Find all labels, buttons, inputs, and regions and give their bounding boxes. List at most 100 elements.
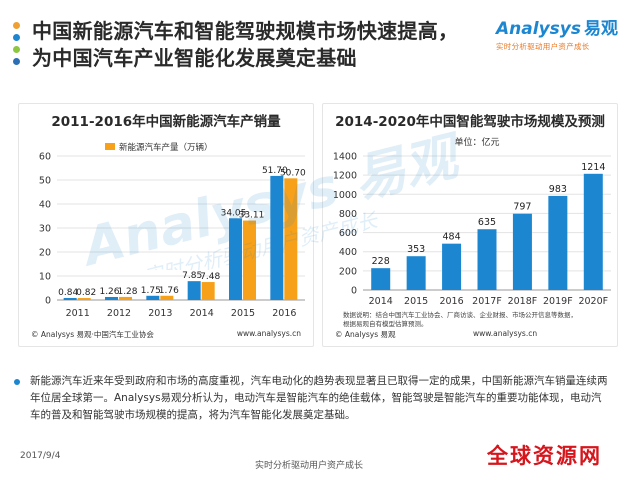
data-label: 34.05 (221, 208, 247, 218)
data-label: 797 (513, 202, 531, 213)
bar (63, 297, 77, 300)
y-tick-label: 600 (339, 228, 357, 239)
y-tick-label: 40 (39, 200, 51, 211)
unit-label: 单位：亿元 (454, 136, 499, 148)
logo-cn: 易观 (583, 19, 618, 39)
left-chart-title: 2011-2016年中国新能源汽车产销量 (51, 114, 281, 130)
bar (477, 229, 497, 290)
bar (119, 296, 132, 300)
summary-paragraph: 新能源汽车近来年受到政府和市场的高度重视，汽车电动化的趋势表现显著且已取得一定的… (30, 375, 608, 421)
y-tick-label: 10 (39, 272, 51, 283)
page-date: 2017/9/4 (20, 451, 61, 461)
logo-brand: Analysys 易观 (496, 14, 626, 39)
y-tick-label: 1200 (333, 171, 357, 182)
decor-dot (13, 46, 20, 53)
data-note: 数据说明：结合中国汽车工业协会、厂商访谈、企业财报、市场公开信息等数据， (343, 310, 577, 319)
y-tick-label: 200 (339, 266, 357, 277)
left-source: © Analysys 易观·中国汽车工业协会 (31, 330, 154, 339)
data-label: 7.85 (182, 271, 202, 281)
data-label: 50.70 (280, 168, 306, 178)
y-tick-label: 800 (339, 209, 357, 220)
data-label: 51.70 (262, 166, 288, 176)
y-tick-label: 400 (339, 247, 357, 258)
y-tick-label: 1400 (333, 152, 357, 163)
x-tick-label: 2011 (66, 308, 90, 319)
bar (105, 296, 118, 300)
y-tick-label: 60 (39, 152, 51, 163)
bar (284, 178, 298, 300)
bar (512, 213, 532, 290)
left-chart-svg: 0 10 20 30 40 50 60 新能源汽车产量（万辆） 0.840.82 2011 1.26… (39, 142, 306, 319)
data-label: 1.28 (117, 287, 137, 297)
bar (442, 243, 462, 290)
left-panel-footer: © Analysys 易观·中国汽车工业协会 www.analysys.cn (19, 329, 313, 341)
page-title: 中国新能源汽车和智能驾驶规模市场快速提高，为中国汽车产业智能化发展奠定基础 (32, 19, 459, 70)
y-tick-label: 0 (351, 286, 357, 297)
site-stamp: 全球资源网 (487, 444, 602, 468)
bar (270, 175, 284, 300)
x-tick-label: 2016 (439, 296, 463, 307)
x-tick-label: 2019F (543, 296, 573, 307)
bullet-icon (14, 379, 20, 385)
right-chart-panel: 2014-2020年中国智能驾驶市场规模及预测 单位：亿元 0 200 400 600 8… (322, 103, 618, 347)
data-label: 7.48 (200, 272, 220, 282)
data-label: 33.11 (239, 211, 265, 221)
decor-dot (13, 34, 20, 41)
left-site: www.analysys.cn (236, 329, 301, 338)
bar (371, 268, 391, 290)
x-tick-label: 2015 (404, 296, 428, 307)
legend-swatch (105, 143, 115, 150)
x-tick-label: 2018F (508, 296, 538, 307)
x-tick-label: 2015 (231, 308, 255, 319)
data-note: 根据易观自有模型估算预测。 (343, 319, 428, 328)
y-tick-label: 0 (45, 296, 51, 307)
data-label: 353 (407, 244, 425, 255)
x-tick-label: 2017F (472, 296, 502, 307)
y-tick-label: 20 (39, 248, 51, 259)
title-decoration-dots (13, 20, 23, 68)
right-site: www.analysys.cn (473, 329, 538, 338)
data-label: 484 (443, 232, 461, 243)
bar (160, 295, 174, 300)
logo-brand-name: nalysys (509, 19, 581, 39)
bar (229, 218, 242, 300)
data-label: 0.84 (58, 288, 78, 298)
x-tick-label: 2012 (107, 308, 131, 319)
bar (548, 195, 568, 290)
logo-tagline: 实时分析驱动用户资产成长 (496, 42, 590, 51)
left-chart-panel: 2011-2016年中国新能源汽车产销量 0 10 20 30 40 50 60 新能源汽车产… (18, 103, 314, 347)
x-tick-label: 2020F (578, 296, 608, 307)
legend-label: 新能源汽车产量（万辆） (119, 142, 213, 153)
x-tick-label: 2014 (369, 296, 393, 307)
bar (406, 256, 426, 290)
bar (146, 295, 160, 300)
x-tick-label: 2014 (190, 308, 214, 319)
bar (583, 173, 603, 290)
right-source: © Analysys 易观 (335, 330, 396, 339)
page-slogan: 实时分析驱动用户资产成长 (255, 461, 364, 471)
data-label: 983 (549, 184, 567, 195)
data-label: 1.75 (141, 286, 161, 296)
right-chart-title: 2014-2020年中国智能驾驶市场规模及预测 (335, 114, 605, 130)
bar (201, 282, 215, 300)
data-label: 1.26 (99, 287, 119, 297)
right-panel-footer: © Analysys 易观 www.analysys.cn (323, 329, 617, 341)
data-label: 635 (478, 217, 496, 228)
bar (77, 298, 91, 300)
data-label: 1.76 (159, 286, 179, 296)
bar (187, 281, 201, 300)
data-label: 0.82 (76, 288, 96, 298)
right-chart-svg: 单位：亿元 0 200 400 600 800 1000 1200 1400 228 2014 353… (333, 136, 611, 328)
data-label: 228 (372, 256, 390, 267)
decor-dot (13, 22, 20, 29)
y-tick-label: 50 (39, 176, 51, 187)
bar (243, 220, 256, 300)
analysys-logo: Analysys 易观 实时分析驱动用户资产成长 (496, 14, 626, 56)
y-tick-label: 30 (39, 224, 51, 235)
data-label: 1214 (581, 162, 605, 173)
x-tick-label: 2013 (148, 308, 172, 319)
decor-dot (13, 58, 20, 65)
x-tick-label: 2016 (272, 308, 296, 319)
logo-brand-initial: A (496, 19, 510, 39)
y-tick-label: 1000 (333, 190, 357, 201)
